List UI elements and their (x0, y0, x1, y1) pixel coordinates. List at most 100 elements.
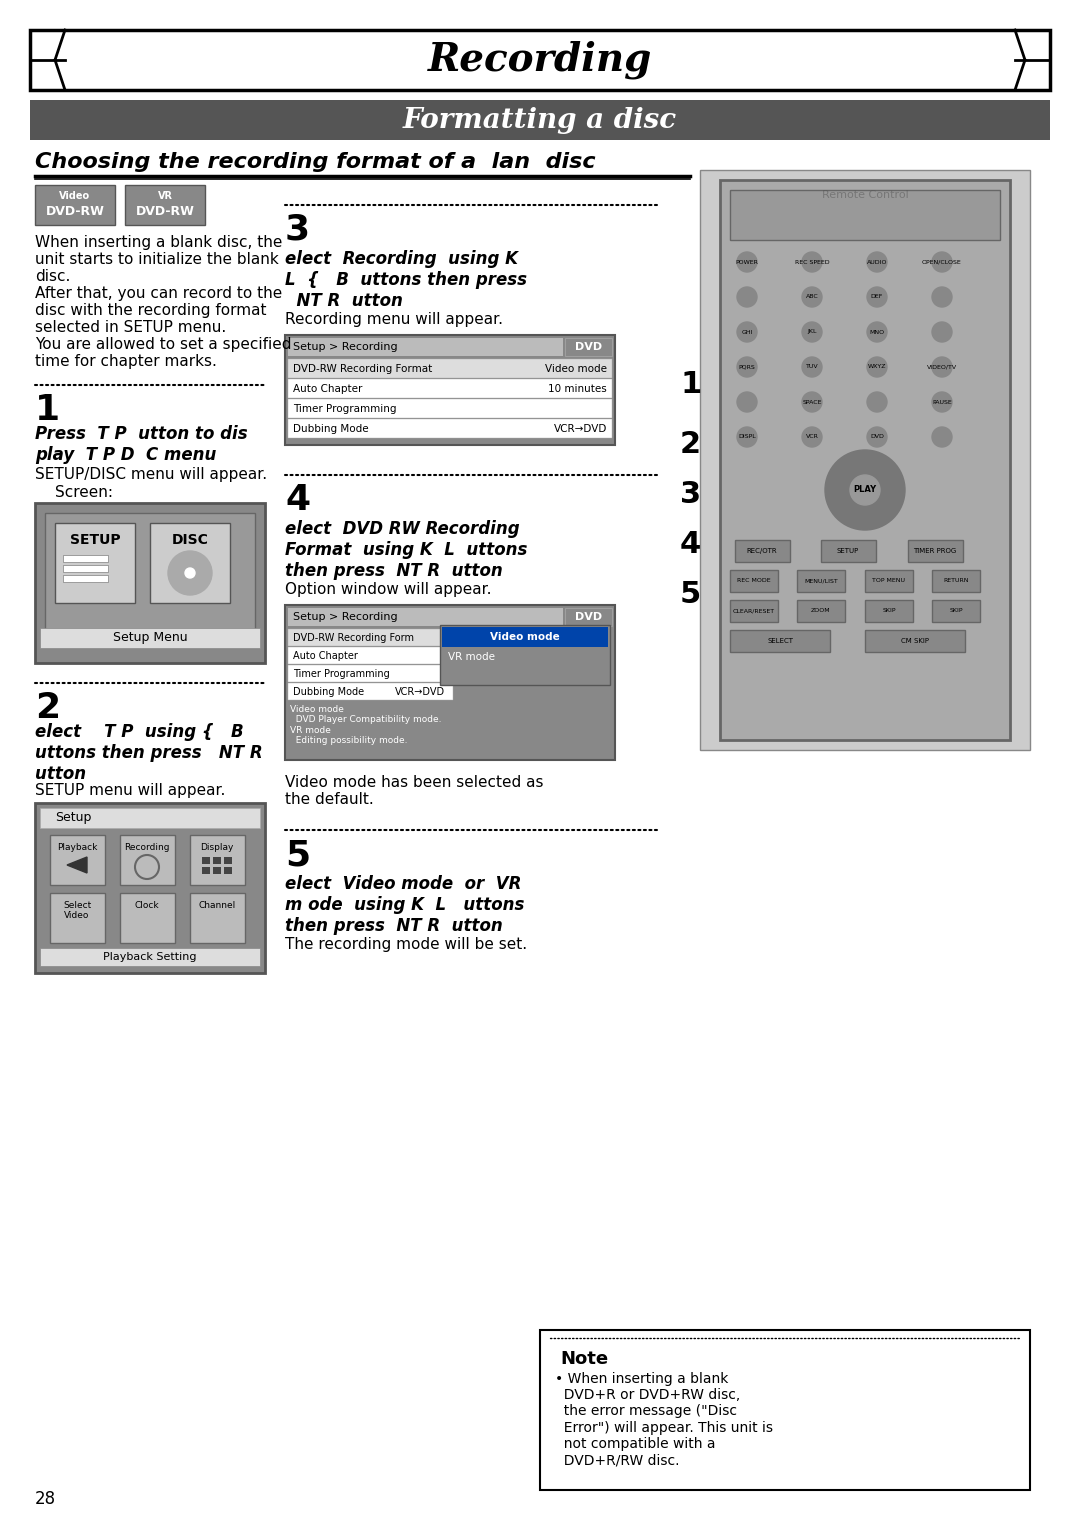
Bar (30, 31, 1050, 90)
Bar (700, 169, 1030, 749)
Circle shape (802, 392, 822, 412)
Bar (285, 336, 615, 446)
Bar (63, 575, 108, 581)
Bar (40, 807, 260, 829)
Bar (35, 803, 265, 974)
Bar (190, 893, 245, 943)
Bar (150, 523, 230, 603)
Text: DEF: DEF (870, 295, 883, 299)
Text: SETUP: SETUP (70, 533, 120, 546)
Bar (865, 571, 913, 592)
Text: disc.: disc. (35, 269, 70, 284)
Bar (288, 398, 612, 418)
Circle shape (932, 322, 951, 342)
Bar (30, 101, 1050, 140)
Text: MENU/LIST: MENU/LIST (805, 578, 838, 583)
Text: Choosing the recording format of a  lan  disc: Choosing the recording format of a lan d… (35, 153, 596, 172)
Bar (224, 858, 232, 864)
Text: Video mode has been selected as
the default.: Video mode has been selected as the defa… (285, 775, 543, 807)
Bar (288, 359, 612, 378)
Circle shape (932, 427, 951, 447)
Circle shape (737, 252, 757, 272)
Bar (440, 626, 610, 685)
Text: Press  T P  utton to dis
play  T P D  C menu: Press T P utton to dis play T P D C menu (35, 426, 247, 464)
Bar (908, 540, 963, 562)
Bar (288, 337, 563, 356)
Text: Dubbing Mode: Dubbing Mode (293, 424, 368, 433)
Circle shape (737, 392, 757, 412)
Text: GHI: GHI (741, 330, 753, 334)
Text: PAUSE: PAUSE (932, 400, 951, 404)
Bar (797, 571, 845, 592)
Bar (224, 867, 232, 874)
Bar (565, 607, 612, 626)
Bar (50, 893, 105, 943)
Bar (797, 600, 845, 623)
Text: TUV: TUV (806, 365, 819, 369)
Bar (40, 948, 260, 966)
Text: DVD: DVD (576, 342, 603, 353)
Text: SPACE: SPACE (802, 400, 822, 404)
Text: Playback: Playback (57, 842, 97, 852)
Text: DVD-RW Recording Format: DVD-RW Recording Format (293, 365, 432, 374)
Circle shape (867, 357, 887, 377)
Bar (730, 600, 778, 623)
Text: WXYZ: WXYZ (867, 365, 887, 369)
Text: Formatting a disc: Formatting a disc (403, 107, 677, 133)
Bar (213, 858, 221, 864)
Text: VR mode: VR mode (448, 652, 495, 662)
Text: VR: VR (158, 191, 173, 201)
Circle shape (185, 568, 195, 578)
Text: Note: Note (561, 1351, 608, 1367)
Text: TOP MENU: TOP MENU (873, 578, 905, 583)
Text: 10 minutes: 10 minutes (549, 385, 607, 394)
Text: ZOOM: ZOOM (811, 609, 831, 613)
Bar (35, 185, 114, 224)
Text: SETUP/DISC menu will appear.: SETUP/DISC menu will appear. (35, 467, 267, 482)
Text: SKIP: SKIP (882, 609, 895, 613)
Text: Select
Video: Select Video (63, 900, 91, 920)
Bar (202, 867, 210, 874)
Bar (720, 180, 1010, 740)
Text: OPEN/CLOSE: OPEN/CLOSE (922, 259, 962, 264)
Circle shape (867, 322, 887, 342)
Text: 2: 2 (680, 430, 701, 459)
Bar (288, 665, 453, 682)
Bar (288, 629, 453, 645)
Circle shape (867, 427, 887, 447)
Bar (213, 867, 221, 874)
Text: Timer Programming: Timer Programming (293, 668, 390, 679)
Text: • When inserting a blank
  DVD+R or DVD+RW disc,
  the error message ("Disc
  Er: • When inserting a blank DVD+R or DVD+RW… (555, 1372, 773, 1466)
Text: 1: 1 (35, 394, 60, 427)
Text: CLEAR/RESET: CLEAR/RESET (733, 609, 775, 613)
Text: unit starts to initialize the blank: unit starts to initialize the blank (35, 252, 279, 267)
Text: Auto Chapter: Auto Chapter (293, 652, 357, 661)
Text: RETURN: RETURN (943, 578, 969, 583)
Circle shape (737, 322, 757, 342)
Text: DVD: DVD (870, 435, 883, 439)
Text: SKIP: SKIP (949, 609, 962, 613)
Bar (565, 337, 612, 356)
Text: VCR→DVD: VCR→DVD (395, 687, 445, 697)
Bar (865, 600, 913, 623)
Text: 3: 3 (680, 481, 701, 510)
Text: PLAY: PLAY (853, 485, 877, 494)
Bar (288, 684, 453, 700)
Bar (730, 630, 831, 652)
Text: VCR: VCR (806, 435, 819, 439)
Text: selected in SETUP menu.: selected in SETUP menu. (35, 320, 226, 336)
Circle shape (737, 427, 757, 447)
Circle shape (867, 392, 887, 412)
Bar (190, 835, 245, 885)
Text: Video mode: Video mode (490, 632, 559, 642)
Text: After that, you can record to the: After that, you can record to the (35, 285, 282, 301)
Text: REC SPEED: REC SPEED (795, 259, 829, 264)
Text: DVD: DVD (576, 612, 603, 623)
Text: Setup > Recording: Setup > Recording (293, 342, 397, 353)
Text: elect  DVD RW Recording
Format  using K  L  uttons
then press  NT R  utton: elect DVD RW Recording Format using K L … (285, 520, 527, 580)
Bar (285, 604, 615, 760)
Text: Setup: Setup (55, 812, 92, 824)
Text: POWER: POWER (735, 259, 758, 264)
Text: When inserting a blank disc, the: When inserting a blank disc, the (35, 235, 282, 250)
Bar (50, 835, 105, 885)
